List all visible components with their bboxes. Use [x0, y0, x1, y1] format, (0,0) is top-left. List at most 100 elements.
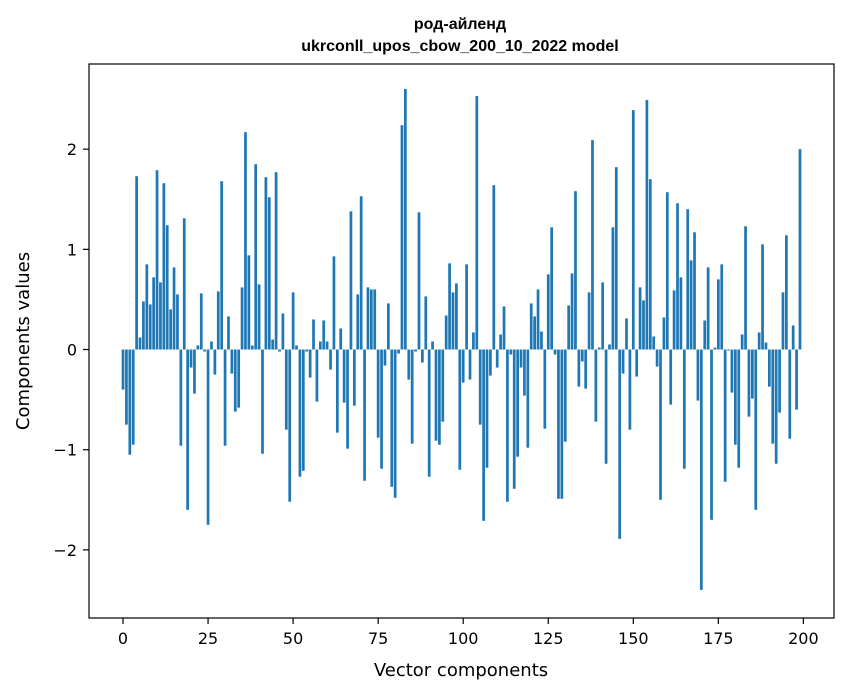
bar-39	[254, 164, 258, 350]
bar-122	[536, 289, 540, 350]
bar-147	[621, 349, 625, 374]
bar-136	[584, 349, 588, 389]
bar-83	[404, 89, 407, 350]
bar-50	[291, 292, 295, 350]
bar-100	[461, 349, 465, 383]
bar-140	[597, 347, 601, 350]
bar-161	[669, 349, 673, 405]
bar-36	[244, 132, 247, 350]
bar-146	[618, 349, 622, 539]
bar-68	[352, 349, 356, 406]
bar-71	[363, 349, 366, 481]
bar-47	[281, 313, 285, 350]
bar-133	[574, 191, 577, 350]
x-tick-label: 100	[448, 629, 479, 648]
x-axis-ticks: 0 25 50 75 100 125 150 175 200	[118, 618, 819, 648]
bar-151	[635, 349, 639, 377]
bar-102	[468, 349, 472, 380]
bar-153	[642, 300, 645, 350]
x-tick-label: 75	[368, 629, 388, 648]
bar-195	[785, 235, 788, 350]
x-tick-label: 200	[788, 629, 819, 648]
bar-117	[519, 349, 523, 368]
bar-186	[754, 349, 758, 510]
bar-53	[301, 349, 305, 471]
bar-189	[764, 342, 768, 350]
y-tick-label: −1	[53, 441, 77, 460]
bar-121	[533, 316, 536, 350]
bar-80	[393, 349, 397, 498]
bar-91	[431, 341, 434, 350]
bar-2	[128, 349, 132, 455]
bar-16	[176, 294, 179, 350]
bar-62	[332, 256, 336, 350]
y-axis-label: Components values	[13, 252, 34, 430]
bar-103	[472, 332, 475, 350]
bar-94	[441, 349, 445, 422]
bar-166	[686, 209, 690, 350]
bar-143	[608, 344, 611, 350]
bar-69	[356, 294, 360, 350]
bar-31	[227, 316, 230, 350]
bar-4	[135, 176, 138, 350]
bar-43	[267, 197, 271, 350]
bar-127	[553, 349, 557, 355]
bar-175	[716, 279, 720, 350]
y-tick-label: 1	[67, 240, 77, 259]
bar-172	[706, 267, 710, 350]
bar-105	[478, 349, 482, 425]
bar-111	[499, 334, 502, 350]
bar-125	[546, 274, 550, 350]
bar-88	[421, 349, 424, 363]
bar-89	[424, 296, 428, 350]
x-tick-label: 150	[618, 629, 649, 648]
bar-11	[159, 282, 162, 350]
bar-130	[563, 349, 567, 442]
bar-75	[376, 349, 380, 438]
bar-199	[798, 149, 802, 350]
bar-165	[682, 349, 686, 469]
bar-40	[257, 284, 261, 350]
bar-23	[199, 293, 203, 350]
bar-20	[189, 349, 193, 368]
bar-182	[740, 334, 744, 350]
bar-132	[570, 273, 574, 350]
bar-193	[778, 349, 781, 413]
bar-104	[475, 96, 479, 350]
bar-106	[482, 349, 485, 521]
bar-168	[693, 232, 696, 350]
bar-0	[121, 349, 125, 390]
bar-49	[288, 349, 292, 502]
bar-180	[733, 349, 737, 445]
bar-170	[699, 349, 703, 590]
bar-66	[346, 349, 349, 449]
bar-29	[220, 181, 224, 350]
bar-126	[550, 227, 554, 350]
bar-185	[751, 349, 754, 399]
bar-30	[223, 349, 227, 446]
bar-96	[448, 263, 451, 350]
bar-65	[342, 349, 346, 403]
bar-198	[795, 349, 798, 410]
bar-59	[322, 320, 326, 350]
y-axis-ticks: −2 −1 0 1 2	[53, 140, 89, 560]
bar-85	[410, 349, 414, 444]
bar-3	[131, 349, 135, 445]
x-tick-label: 50	[283, 629, 303, 648]
bar-158	[659, 349, 662, 500]
bar-48	[284, 349, 288, 430]
bar-160	[665, 192, 669, 350]
bar-99	[458, 349, 462, 470]
bar-5	[138, 337, 142, 350]
bar-57	[315, 349, 319, 402]
bar-120	[529, 303, 533, 350]
bar-13	[165, 225, 169, 350]
bar-60	[325, 341, 329, 350]
bar-145	[614, 167, 618, 350]
bar-63	[335, 349, 339, 433]
bar-10	[155, 170, 159, 350]
bar-108	[489, 349, 492, 376]
bar-169	[696, 349, 700, 401]
bar-134	[577, 349, 581, 387]
